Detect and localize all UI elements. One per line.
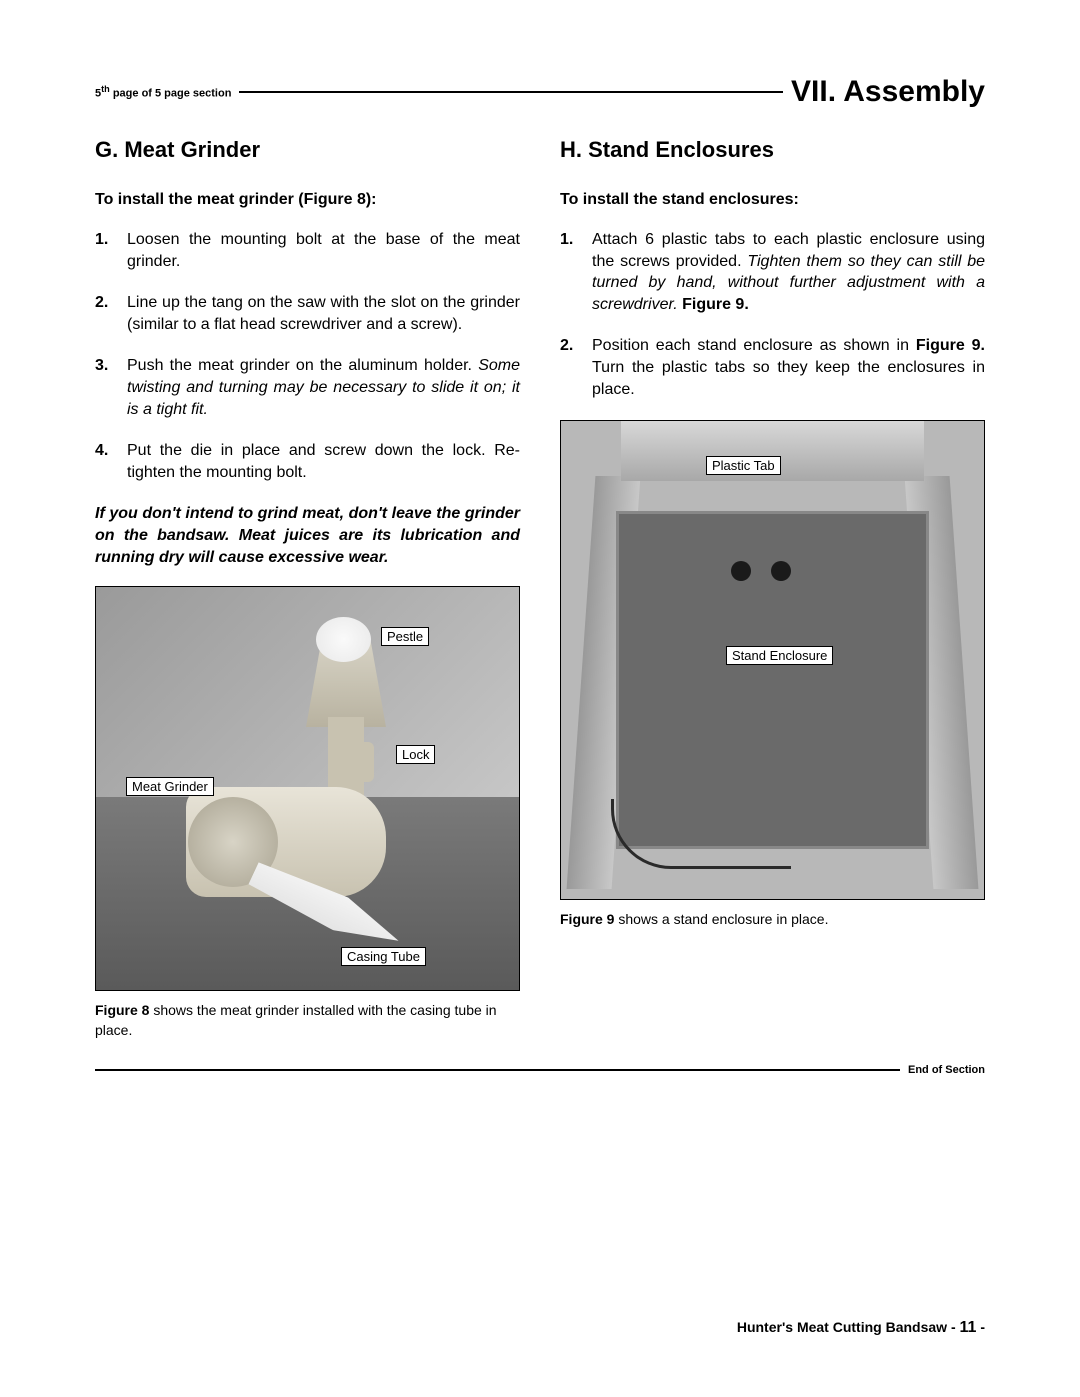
- figure-9: Plastic Tab Stand Enclosure: [560, 420, 985, 900]
- callout-meat-grinder: Meat Grinder: [126, 777, 214, 796]
- section-h-heading: H. Stand Enclosures: [560, 137, 985, 163]
- grinder-step-3: Push the meat grinder on the aluminum ho…: [95, 355, 520, 420]
- callout-plastic-tab: Plastic Tab: [706, 456, 781, 475]
- figure-9-caption-bold: Figure 9: [560, 911, 614, 927]
- right-column: H. Stand Enclosures To install the stand…: [560, 137, 985, 1040]
- enclosure-step-2: Position each stand enclosure as shown i…: [560, 335, 985, 400]
- enclosure-step-2a: Position each stand enclosure as shown i…: [592, 337, 916, 354]
- figure-8-caption: Figure 8 shows the meat grinder installe…: [95, 1001, 520, 1040]
- grinder-step-2: Line up the tang on the saw with the slo…: [95, 292, 520, 335]
- enclosure-step-1c: Figure 9.: [682, 296, 749, 313]
- content-columns: G. Meat Grinder To install the meat grin…: [95, 137, 985, 1040]
- fig8-pestle: [316, 617, 371, 662]
- grinder-step-3a: Push the meat grinder on the aluminum ho…: [127, 357, 478, 374]
- grinder-step-1: Loosen the mounting bolt at the base of …: [95, 229, 520, 272]
- end-of-section-row: End of Section: [95, 1064, 985, 1076]
- figure-8: Pestle Lock Meat Grinder Casing Tube: [95, 586, 520, 991]
- callout-lock: Lock: [396, 745, 435, 764]
- grinder-step-4: Put the die in place and screw down the …: [95, 440, 520, 483]
- section-g-subheading: To install the meat grinder (Figure 8):: [95, 191, 520, 209]
- page-header: 5th page of 5 page section VII. Assembly: [95, 75, 985, 109]
- left-column: G. Meat Grinder To install the meat grin…: [95, 137, 520, 1040]
- page-indicator-sup: th: [101, 84, 110, 94]
- header-rule: [239, 91, 783, 93]
- callout-stand-enclosure: Stand Enclosure: [726, 646, 833, 665]
- callout-pestle: Pestle: [381, 627, 429, 646]
- grinder-warning: If you don't intend to grind meat, don't…: [95, 503, 520, 568]
- figure-9-caption-rest: shows a stand enclosure in place.: [614, 911, 828, 927]
- fig9-cord: [611, 799, 791, 869]
- figure-8-caption-bold: Figure 8: [95, 1002, 149, 1018]
- end-of-section-label: End of Section: [908, 1064, 985, 1076]
- chapter-title: VII. Assembly: [791, 75, 985, 109]
- section-g-heading: G. Meat Grinder: [95, 137, 520, 163]
- callout-casing-tube: Casing Tube: [341, 947, 426, 966]
- footer-text: Hunter's Meat Cutting Bandsaw -: [737, 1319, 960, 1335]
- grinder-steps: Loosen the mounting bolt at the base of …: [95, 229, 520, 483]
- footer-page-number: 11: [960, 1319, 977, 1336]
- enclosure-step-2b: Figure 9.: [916, 337, 985, 354]
- fig8-lock: [346, 742, 374, 782]
- page-footer: Hunter's Meat Cutting Bandsaw - 11 -: [737, 1319, 985, 1337]
- figure-8-caption-rest: shows the meat grinder installed with th…: [95, 1002, 497, 1038]
- enclosure-steps: Attach 6 plastic tabs to each plastic en…: [560, 229, 985, 400]
- figure-9-caption: Figure 9 shows a stand enclosure in plac…: [560, 910, 985, 930]
- footer-suffix: -: [976, 1319, 985, 1335]
- enclosure-step-1: Attach 6 plastic tabs to each plastic en…: [560, 229, 985, 315]
- enclosure-step-2c: Turn the plastic tabs so they keep the e…: [592, 359, 985, 398]
- page-indicator-suffix: page of 5 page section: [110, 88, 232, 100]
- section-h-subheading: To install the stand enclosures:: [560, 191, 985, 209]
- page-indicator: 5th page of 5 page section: [95, 84, 231, 100]
- end-rule: [95, 1069, 900, 1071]
